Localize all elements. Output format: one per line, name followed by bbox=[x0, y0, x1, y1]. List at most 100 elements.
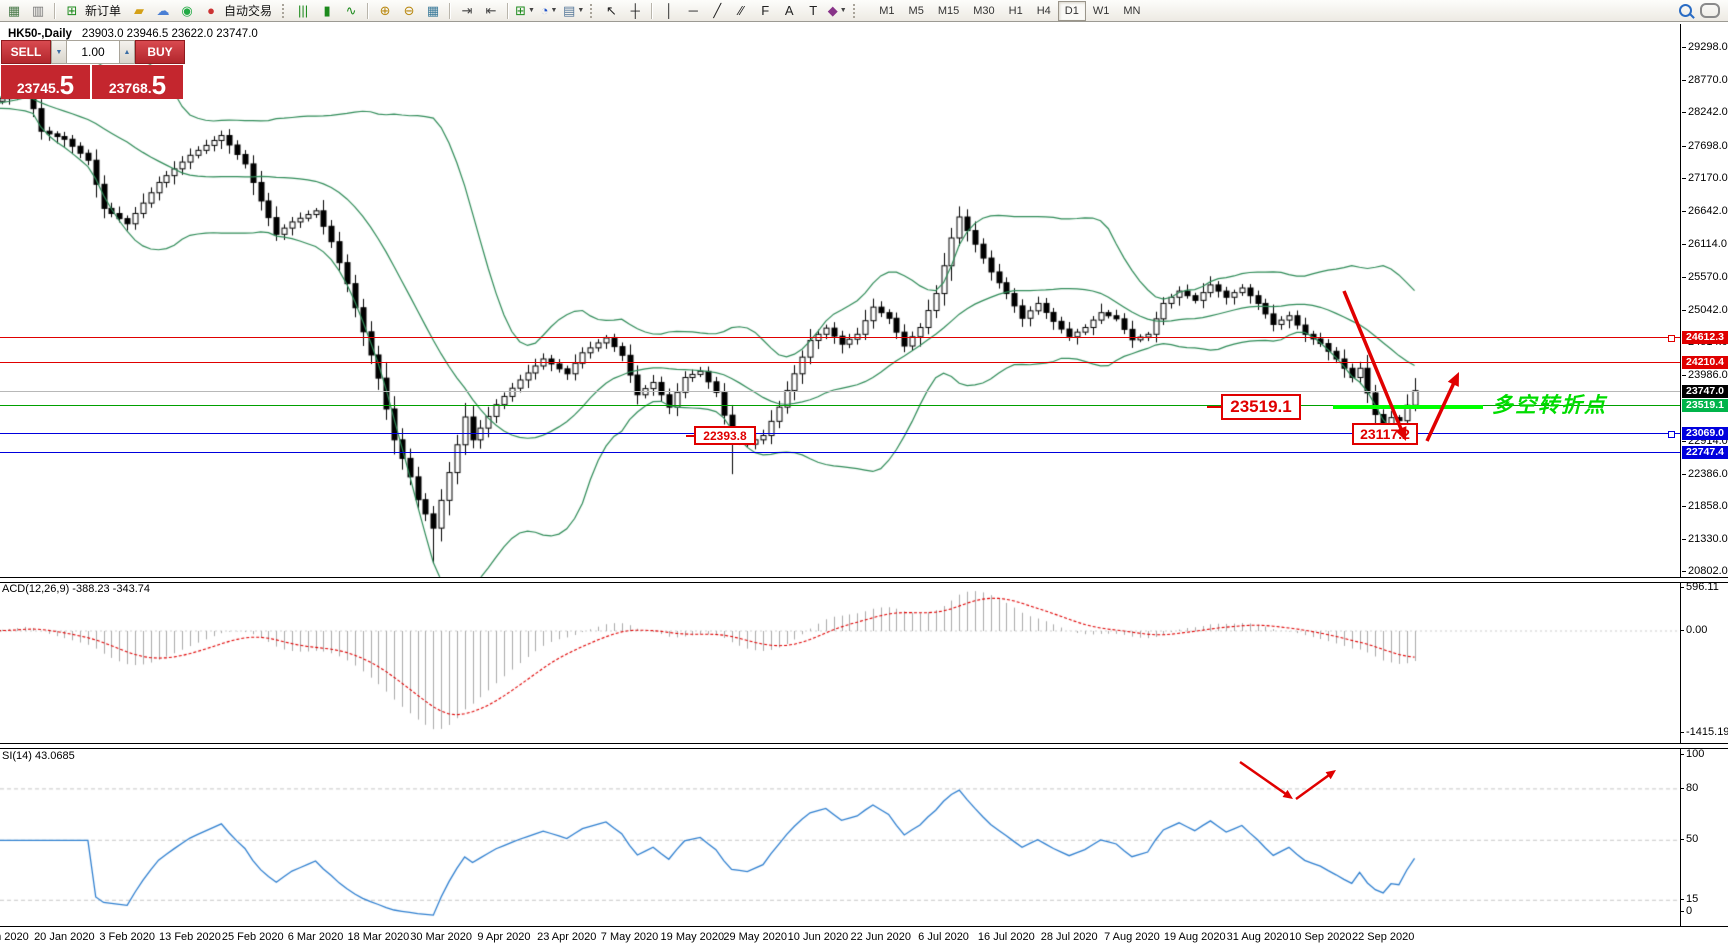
macd-axis-label: 596.11 bbox=[1680, 581, 1719, 593]
volume-input[interactable] bbox=[67, 40, 119, 64]
periods-icon[interactable]: ◔ ▼ bbox=[540, 2, 558, 18]
price-tick-label: 21858.0 bbox=[1682, 500, 1728, 513]
rsi-axis-label: 15 bbox=[1679, 893, 1699, 906]
pivot-highlight-segment[interactable] bbox=[1333, 405, 1483, 409]
toolbar-separator bbox=[651, 2, 654, 19]
pivot-price-label-tick bbox=[1207, 405, 1221, 408]
buy-price-display[interactable]: 23768. 5 bbox=[92, 65, 183, 99]
history-gold-icon[interactable]: ▰ bbox=[134, 2, 145, 18]
date-axis-label: 10 Sep 2020 bbox=[1289, 931, 1352, 943]
macd-panel-divider[interactable] bbox=[0, 577, 1728, 583]
macd-axis-label: 0.00 bbox=[1679, 624, 1708, 636]
price-tick-label: 28770.0 bbox=[1682, 73, 1728, 86]
zoom-in-icon[interactable]: ⊕ bbox=[379, 2, 391, 18]
resistance-line-1[interactable] bbox=[0, 337, 1680, 339]
support-line-1-handle[interactable] bbox=[1668, 430, 1675, 438]
channel-icon[interactable]: ∕∕ bbox=[739, 2, 744, 18]
date-axis-label: 9 Apr 2020 bbox=[477, 931, 531, 943]
date-axis-label: 6 Mar 2020 bbox=[287, 931, 344, 943]
price-tick-label: 26114.0 bbox=[1682, 237, 1727, 250]
toolbar-drag-handle[interactable] bbox=[282, 3, 287, 18]
charts-window-icon[interactable]: ▦ bbox=[7, 2, 21, 18]
turning-point-label[interactable]: 多空转折点 bbox=[1492, 394, 1607, 417]
horizontal-line-icon[interactable]: ─ bbox=[688, 2, 698, 18]
profiles-icon[interactable]: ▥ bbox=[31, 2, 45, 18]
price-tick-label: 27170.0 bbox=[1682, 172, 1728, 185]
chat-icon[interactable] bbox=[1700, 3, 1720, 18]
vertical-line-icon[interactable]: │ bbox=[665, 2, 674, 18]
chart-shift-icon[interactable]: ⇤ bbox=[485, 2, 497, 18]
price-line-badge: 24210.4 bbox=[1682, 356, 1728, 370]
autotrading-icon-label[interactable]: 自动交易 bbox=[224, 4, 273, 18]
text-label-icon[interactable]: T bbox=[809, 2, 818, 18]
ohlc-readout: 23903.0 23946.5 23622.0 23747.0 bbox=[81, 28, 258, 40]
new-order-icon-label[interactable]: 新订单 bbox=[85, 4, 122, 18]
cursor-icon[interactable]: ↖ bbox=[605, 2, 617, 18]
chart-header: HK50-,Daily 23903.0 23946.5 23622.0 23747… bbox=[8, 28, 258, 40]
resistance-line-2[interactable] bbox=[0, 362, 1680, 364]
crosshair-icon[interactable]: ┼ bbox=[630, 2, 640, 18]
toolbar-drag-handle[interactable] bbox=[853, 3, 858, 18]
volume-decrease-button[interactable]: ▼ bbox=[51, 40, 67, 64]
main-toolbar: ▦ ▥ ⊞ 新订单 ▰ ☁ ◉ ● 自动交易 ||| ▮ ∿ ⊕ ⊖ ▦ ⇥ ⇤ ⊞ ▼ ◔ ▼ ▤ ▼ ↖ ┼ │ ─ ╱ ∕∕ F A T… bbox=[0, 0, 1728, 22]
date-axis-label: 6 Jul 2020 bbox=[918, 931, 969, 943]
time-axis-border bbox=[0, 926, 1728, 927]
autotrading-icon[interactable]: ● bbox=[207, 2, 215, 18]
current-price-line[interactable] bbox=[0, 390, 1680, 392]
support-line-2[interactable] bbox=[0, 452, 1680, 454]
timeframe-button-d1[interactable]: D1 bbox=[1057, 0, 1086, 21]
pivot-line[interactable] bbox=[0, 404, 1680, 406]
resistance-line-1-handle[interactable] bbox=[1668, 335, 1675, 343]
fibonacci-icon[interactable]: F bbox=[761, 2, 770, 18]
price-tick-label: 21330.0 bbox=[1682, 532, 1728, 545]
pivot-price-label[interactable]: 23519.1 bbox=[1207, 394, 1301, 420]
price-line-badge: 23519.1 bbox=[1682, 398, 1728, 412]
timeframe-button-m15[interactable]: M15 bbox=[937, 4, 960, 17]
sell-price-display[interactable]: 23745. 5 bbox=[1, 65, 92, 99]
indicators-icon[interactable]: ⊞ ▼ bbox=[515, 2, 535, 18]
buy-price-big-digit: 5 bbox=[151, 70, 167, 100]
date-axis-label: 3 Feb 2020 bbox=[99, 931, 155, 943]
price-tick-label: 29298.0 bbox=[1682, 41, 1728, 53]
arrows-tool-icon[interactable]: ◆ ▼ bbox=[827, 2, 847, 18]
timeframe-button-m30[interactable]: M30 bbox=[973, 4, 995, 17]
price-tick-label: 28242.0 bbox=[1682, 106, 1728, 119]
toolbar-separator bbox=[54, 2, 56, 19]
bar-chart-icon[interactable]: ||| bbox=[297, 2, 309, 18]
timeframe-button-w1[interactable]: W1 bbox=[1092, 4, 1110, 17]
sell-price-main: 23745. bbox=[16, 80, 60, 96]
rsi-panel-divider[interactable] bbox=[0, 743, 1728, 749]
line-chart-icon[interactable]: ∿ bbox=[345, 2, 357, 18]
sell-button[interactable]: SELL bbox=[1, 40, 51, 64]
autoscroll-icon[interactable]: ⇥ bbox=[461, 2, 473, 18]
volume-increase-button[interactable]: ▲ bbox=[119, 40, 135, 64]
candlestick-chart-icon[interactable]: ▮ bbox=[323, 2, 331, 18]
text-icon[interactable]: A bbox=[784, 2, 794, 18]
date-axis-label: 30 Mar 2020 bbox=[410, 931, 473, 943]
timeframe-button-h4[interactable]: H4 bbox=[1036, 4, 1051, 17]
new-order-icon[interactable]: ⊞ bbox=[66, 2, 78, 18]
timeframe-button-h1[interactable]: H1 bbox=[1008, 4, 1023, 17]
trendline-icon[interactable]: ╱ bbox=[713, 2, 722, 18]
tile-windows-icon[interactable]: ▦ bbox=[426, 2, 440, 18]
support-line-1[interactable] bbox=[0, 432, 1680, 434]
may-low-label[interactable]: 22393.8 bbox=[686, 426, 756, 445]
timeframe-button-mn[interactable]: MN bbox=[1123, 4, 1141, 17]
toolbar-separator bbox=[449, 2, 452, 19]
timeframe-button-m1[interactable]: M1 bbox=[879, 4, 895, 17]
search-icon[interactable] bbox=[1679, 4, 1692, 17]
templates-icon[interactable]: ▤ ▼ bbox=[563, 2, 585, 18]
date-axis-label: 8 Jan 2020 bbox=[0, 931, 29, 943]
price-axis-border bbox=[1680, 24, 1681, 926]
toolbar-drag-handle[interactable] bbox=[590, 3, 595, 18]
signals-icon[interactable]: ◉ bbox=[181, 2, 193, 18]
date-axis-label: 28 Jul 2020 bbox=[1040, 931, 1098, 943]
zoom-out-icon[interactable]: ⊖ bbox=[403, 2, 415, 18]
rsi-axis-label: 80 bbox=[1679, 781, 1699, 794]
timeframe-button-m5[interactable]: M5 bbox=[908, 4, 924, 17]
date-axis-label: 23 Apr 2020 bbox=[537, 931, 597, 943]
sep-low-label[interactable]: 23117.2 bbox=[1352, 423, 1418, 445]
buy-button[interactable]: BUY bbox=[135, 40, 185, 64]
community-icon[interactable]: ☁ bbox=[156, 2, 170, 18]
